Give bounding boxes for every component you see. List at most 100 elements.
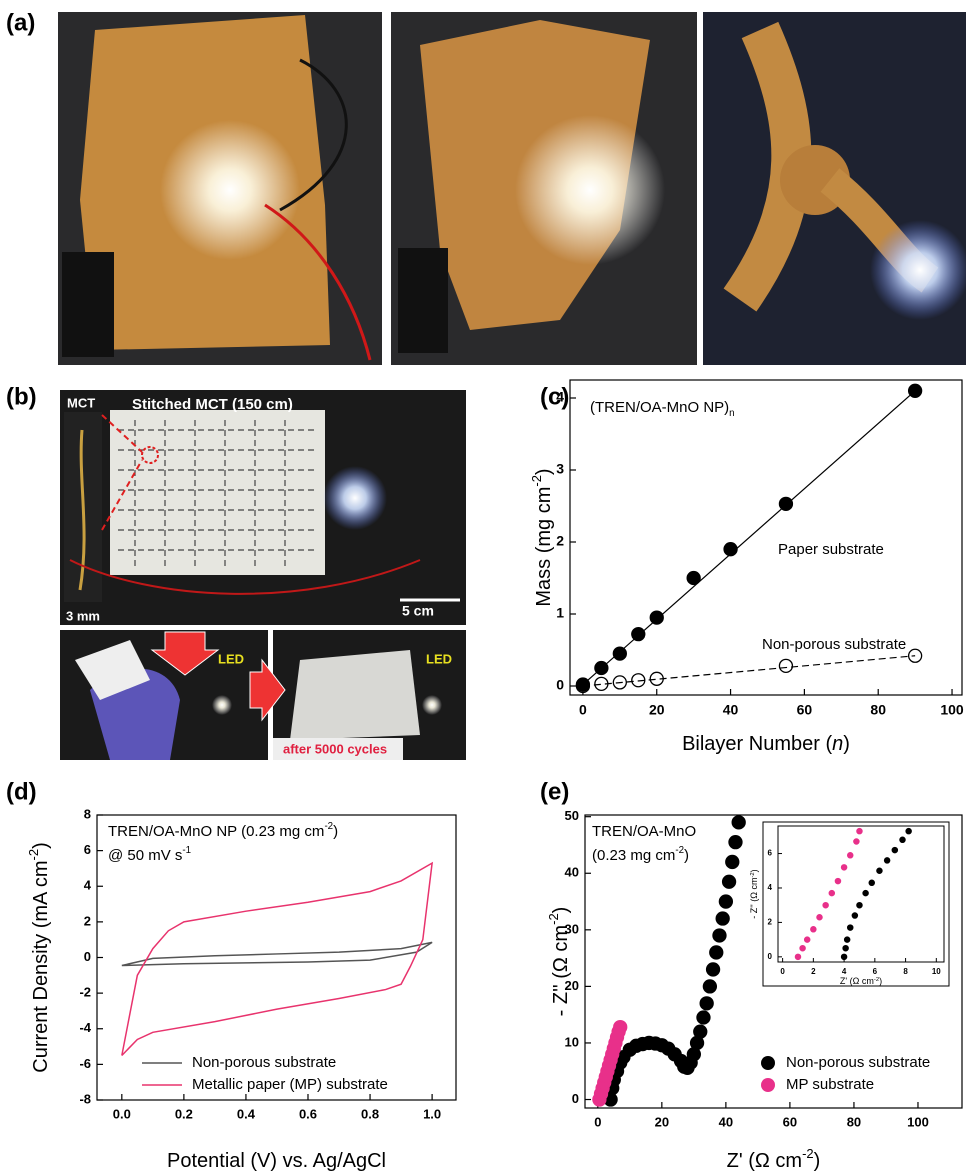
photo-text: 5 cm [402,603,434,619]
panel-label: (e) [540,778,569,805]
y-axis-label: Mass (mg cm-2) [529,468,555,606]
x-tick-label: 0.0 [113,1106,131,1121]
chart-title-part: TREN/OA-MnO [592,823,696,840]
data-point [857,903,862,908]
x-tick-label: 6 [873,967,878,976]
data-point [823,903,828,908]
data-point [805,937,810,942]
data-point [614,1021,627,1034]
y-tick-label: 0 [572,1091,579,1106]
x-tick-label: 10 [932,967,941,976]
data-point [779,659,792,672]
data-point [710,946,723,959]
x-axis-label-part: n [832,733,843,755]
chart-subtitle-part: (0.23 mg cm [592,847,675,864]
x-axis-label-part: Bilayer Number ( [682,733,832,755]
legend-swatch [761,1056,775,1070]
photo-text: Stitched MCT (150 cm) [132,396,293,413]
data-point [700,997,713,1010]
data-point [719,895,732,908]
y-axis-label-part: ) [550,907,572,914]
chart-title: (TREN/OA-MnO NP)n [590,399,735,419]
data-point [779,497,792,510]
data-point [852,913,857,918]
x-axis-label: Z' (Ω cm-2) [727,1146,821,1172]
data-point [863,891,868,896]
y-tick-label: 2 [768,918,773,927]
x-tick-label: 100 [907,1114,929,1129]
chart-title-part: -2 [324,821,333,832]
y-tick-label: 0 [768,952,773,961]
photo-text: MCT [67,395,95,410]
y-tick-label: 4 [556,389,564,405]
chart-subtitle: (0.23 mg cm-2) [592,845,689,864]
legend-label: Metallic paper (MP) substrate [192,1076,388,1093]
data-point [843,946,848,951]
led-glow [870,220,966,320]
y-tick-label: 0 [556,677,564,693]
y-tick-label: 6 [768,849,773,858]
chart-title: TREN/OA-MnO NP (0.23 mg cm-2) [108,821,338,840]
data-point [848,853,853,858]
chart-title: TREN/OA-MnO [592,823,696,840]
y-axis-label-part: - Z'' (Ω cm [749,878,759,919]
y-tick-label: -4 [79,1020,91,1035]
x-tick-label: 100 [940,702,964,718]
y-axis-label: - Z'' (Ω cm-2) [749,869,759,918]
x-tick-label: 8 [903,967,908,976]
fabric [290,650,420,740]
chart-title-part: TREN/OA-MnO NP (0.23 mg cm [108,823,324,840]
y-axis-label: Current Density (mA cm-2) [26,842,52,1073]
data-point [909,384,922,397]
data-point [811,927,816,932]
y-axis-label-part: ) [30,842,52,849]
y-tick-label: 2 [556,533,564,549]
y-axis-label-part: Mass (mg cm [533,487,555,607]
data-point [729,836,742,849]
data-point [713,929,726,942]
y-tick-label: -6 [79,1056,91,1071]
legend-label: Non-porous substrate [192,1054,336,1071]
y-tick-label: -2 [79,985,91,1000]
data-point [716,912,729,925]
data-point [848,925,853,930]
inset-frame [763,822,949,986]
y-axis-label-part: -2 [26,849,41,861]
x-tick-label: 60 [797,702,813,718]
x-tick-label: 20 [649,702,665,718]
chart-subtitle-part: -2 [675,845,684,856]
data-point [900,837,905,842]
x-tick-label: 0 [780,967,785,976]
y-tick-label: 10 [565,1034,579,1049]
data-point [613,647,626,660]
data-point [726,855,739,868]
led-glow [515,115,665,265]
data-point [595,662,608,675]
y-tick-label: -8 [79,1091,91,1106]
x-axis-label: Bilayer Number (n) [682,733,850,755]
data-point [795,954,800,959]
series-line [122,942,432,965]
data-point [707,963,720,976]
x-tick-label: 0.6 [299,1106,317,1121]
y-axis-label-part: - Z'' (Ω cm [550,925,572,1016]
y-tick-label: 3 [556,461,564,477]
x-axis-label-part: Z' (Ω cm [727,1150,802,1172]
y-tick-label: 8 [84,806,91,821]
x-tick-label: 1.0 [423,1106,441,1121]
x-tick-label: 0.4 [237,1106,256,1121]
x-tick-label: 60 [783,1114,797,1129]
x-axis-label-part: Z' (Ω cm [840,976,874,986]
y-tick-label: 40 [565,865,579,880]
annotation: Non-porous substrate [762,636,906,653]
data-point [703,980,716,993]
data-point [885,858,890,863]
y-tick-label: 2 [84,913,91,928]
panel-label: (d) [6,778,37,805]
y-tick-label: 50 [565,808,579,823]
x-tick-label: 0.2 [175,1106,193,1121]
battery [62,252,114,357]
y-axis-label-part: -2 [529,475,544,487]
led-glow [212,695,232,715]
x-axis-label-part: -2 [802,1146,814,1161]
